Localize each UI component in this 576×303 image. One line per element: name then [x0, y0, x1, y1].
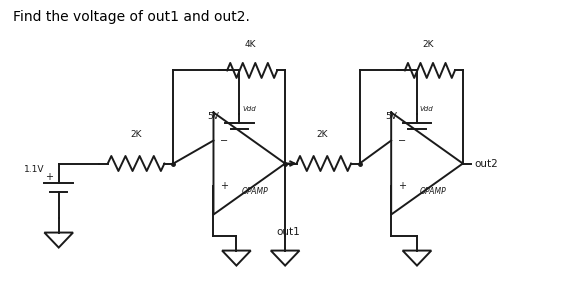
Text: out2: out2 [474, 158, 498, 168]
Text: OPAMP: OPAMP [419, 187, 446, 196]
Text: +: + [45, 172, 53, 182]
Text: 2K: 2K [130, 131, 142, 139]
Text: OPAMP: OPAMP [242, 187, 268, 196]
Text: 5V: 5V [385, 112, 397, 122]
Text: Vdd: Vdd [242, 106, 256, 112]
Text: 5V: 5V [207, 112, 219, 122]
Text: 2K: 2K [423, 40, 434, 49]
Text: 4K: 4K [245, 40, 256, 49]
Text: 1.1V: 1.1V [24, 165, 44, 174]
Text: 2K: 2K [317, 131, 328, 139]
Text: +: + [398, 181, 406, 191]
Text: −: − [398, 135, 406, 145]
Text: out1: out1 [276, 227, 300, 237]
Text: −: − [221, 135, 229, 145]
Text: +: + [221, 181, 228, 191]
Text: Vdd: Vdd [420, 106, 434, 112]
Text: Find the voltage of out1 and out2.: Find the voltage of out1 and out2. [13, 10, 250, 25]
